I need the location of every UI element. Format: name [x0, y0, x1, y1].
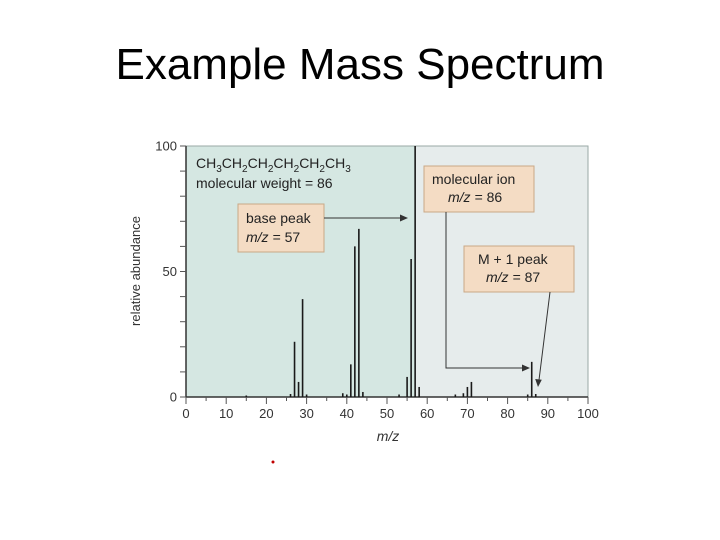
base-peak-box — [237, 203, 325, 253]
y-axis-label: relative abundance — [128, 216, 143, 326]
formula-text: CH3CH2CH2CH2CH2CH3 — [196, 155, 351, 175]
x-tick-label: 80 — [500, 406, 514, 421]
x-tick-label: 0 — [182, 406, 189, 421]
spectrum-peaks — [245, 146, 537, 397]
m-plus-1-box — [463, 245, 575, 293]
x-tick-label: 10 — [219, 406, 233, 421]
molecular-ion-box — [423, 165, 535, 213]
molecular-ion-arrowhead — [522, 364, 530, 372]
x-tick-label: 90 — [541, 406, 555, 421]
x-axis-label: m/z — [377, 428, 400, 444]
m-plus-1-mz: m/z = 87 — [486, 269, 540, 285]
base-peak-mz: m/z = 57 — [246, 229, 300, 245]
x-tick-label: 50 — [380, 406, 394, 421]
m-plus-1-arrow — [538, 291, 551, 381]
formula-label: CH3CH2CH2CH2CH2CH3 — [196, 155, 351, 175]
stray-dot — [271, 460, 275, 464]
molecular-ion-mz: m/z = 86 — [448, 189, 502, 205]
y-tick-label: 0 — [170, 390, 177, 405]
x-tick-label: 60 — [420, 406, 434, 421]
x-tick-label: 20 — [259, 406, 273, 421]
y-tick-label: 50 — [163, 264, 177, 279]
y-tick-label: 100 — [155, 139, 177, 154]
x-tick-label: 70 — [460, 406, 474, 421]
base-peak-title: base peak — [246, 210, 312, 226]
molecular-weight-label: molecular weight = 86 — [196, 175, 333, 191]
y-ticks: 0 50 100 — [155, 139, 186, 405]
m-plus-1-arrowhead — [535, 379, 542, 387]
x-tick-label: 40 — [340, 406, 354, 421]
base-peak-arrowhead — [400, 214, 408, 222]
x-ticks: 0 10 20 30 40 50 60 70 80 90 100 — [182, 397, 599, 421]
x-tick-label: 100 — [577, 406, 599, 421]
molecular-ion-title: molecular ion — [432, 171, 515, 187]
molecular-ion-arrow — [445, 212, 524, 369]
slide-title: Example Mass Spectrum — [115, 40, 605, 89]
x-tick-label: 30 — [299, 406, 313, 421]
m-plus-1-title: M + 1 peak — [478, 251, 549, 267]
